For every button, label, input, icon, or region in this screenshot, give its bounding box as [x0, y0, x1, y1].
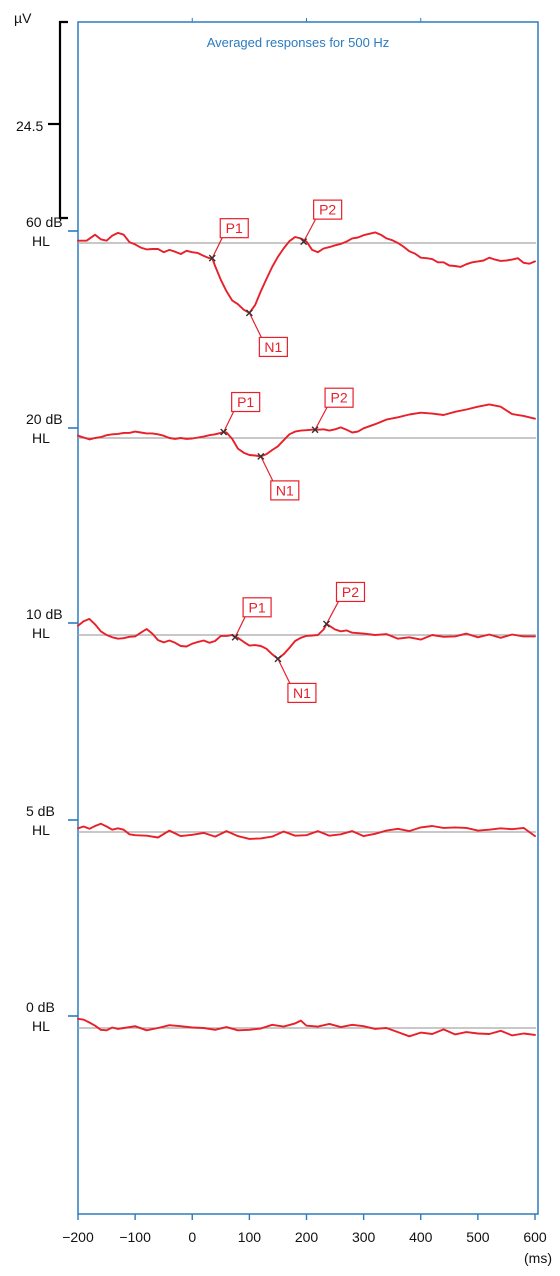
peak-leader-line [325, 601, 340, 625]
trace-group-1: 20 dB HL P1 N1 P2 [26, 387, 536, 501]
x-tick-label: −100 [119, 1229, 151, 1245]
traces-layer: 60 dB HL P1 N1 P2 20 dB HL P1 N1 P2 10 dB HL P1 N1 P2 5… [26, 199, 536, 1038]
peak-label-box [242, 597, 272, 618]
peak-cross-marker [220, 428, 228, 436]
x-tick-label: 400 [409, 1229, 433, 1245]
scale-bar-bracket [58, 20, 68, 220]
peak-label: N1 [264, 339, 282, 355]
x-unit-label: (ms) [524, 1250, 552, 1266]
x-tick-label: 0 [188, 1229, 196, 1245]
peak-cross-marker [257, 452, 265, 460]
peak-label: N1 [293, 685, 311, 701]
peak-p2: P2 [300, 199, 343, 246]
response-trace [77, 822, 536, 840]
peak-label: P2 [331, 390, 348, 406]
y-unit-label: µV [14, 10, 32, 26]
x-axis: −200 −100 0 100 200 300 400 500 600 [62, 18, 547, 1245]
level-label: 20 dB [26, 411, 63, 427]
amplitude-scale-bar [48, 20, 68, 220]
trace-group-3: 5 dB HL [26, 803, 536, 840]
x-tick-label: 500 [466, 1229, 490, 1245]
level-label-unit: HL [32, 1018, 50, 1034]
x-tick-label: 100 [238, 1229, 262, 1245]
peak-cross-marker [300, 238, 308, 246]
peak-cross-marker [208, 254, 216, 262]
scale-bar-value-label: 24.5 [16, 118, 43, 134]
peak-label-box [231, 391, 261, 413]
peak-cross-marker [231, 633, 239, 641]
peak-leader-line [223, 411, 235, 433]
peak-label-box [335, 581, 366, 603]
peak-n1: N1 [274, 655, 317, 704]
trace-group-0: 60 dB HL P1 N1 P2 [26, 199, 536, 358]
peak-label-box [219, 218, 249, 239]
peak-label: P1 [226, 220, 243, 236]
level-label-unit: HL [32, 233, 50, 249]
level-label-unit: HL [32, 625, 50, 641]
level-label: 5 dB [26, 803, 55, 819]
response-trace [77, 1017, 536, 1038]
x-tick-label: 300 [352, 1229, 376, 1245]
peak-label: P1 [249, 599, 266, 615]
peak-cross-marker [322, 620, 330, 628]
peak-label-box [313, 199, 343, 220]
peak-cross-marker [311, 426, 319, 434]
peak-leader-line [314, 406, 328, 431]
x-tick-label: 600 [523, 1229, 547, 1245]
peak-cross-marker [245, 309, 253, 317]
peak-p1: P1 [208, 218, 249, 262]
peak-label-box [324, 387, 354, 408]
peak-leader-line [234, 616, 246, 638]
peak-label: N1 [276, 482, 294, 498]
peak-leader-line [260, 456, 274, 482]
peak-n1: N1 [257, 452, 300, 501]
peak-p2: P2 [311, 387, 354, 434]
trace-group-4: 0 dB HL [26, 999, 536, 1038]
x-tick-label: −200 [62, 1229, 94, 1245]
peak-n1: N1 [245, 309, 288, 358]
peak-label-box [270, 480, 300, 501]
plot-frame [77, 21, 539, 1215]
level-label: 0 dB [26, 999, 55, 1015]
x-tick-label: 200 [295, 1229, 319, 1245]
peak-p1: P1 [220, 391, 261, 436]
peak-leader-line [303, 218, 317, 242]
peak-label-box [287, 682, 317, 704]
peak-label: P2 [319, 202, 336, 218]
level-label-unit: HL [32, 822, 50, 838]
chart-title: Averaged responses for 500 Hz [207, 35, 390, 50]
level-label: 10 dB [26, 606, 63, 622]
response-trace [77, 617, 536, 660]
trace-group-2: 10 dB HL P1 N1 P2 [26, 581, 536, 704]
peak-label: P1 [237, 394, 254, 410]
peak-leader-line [277, 658, 291, 684]
peak-leader-line [248, 312, 262, 338]
peak-p1: P1 [231, 597, 272, 641]
peak-cross-marker [274, 655, 282, 663]
level-label: 60 dB [26, 214, 63, 230]
peak-p2: P2 [322, 581, 366, 628]
peak-leader-line [211, 237, 223, 259]
peak-label: P2 [342, 584, 359, 600]
level-label-unit: HL [32, 430, 50, 446]
peak-label-box [258, 336, 288, 358]
response-trace [77, 231, 536, 314]
response-trace [77, 403, 536, 458]
